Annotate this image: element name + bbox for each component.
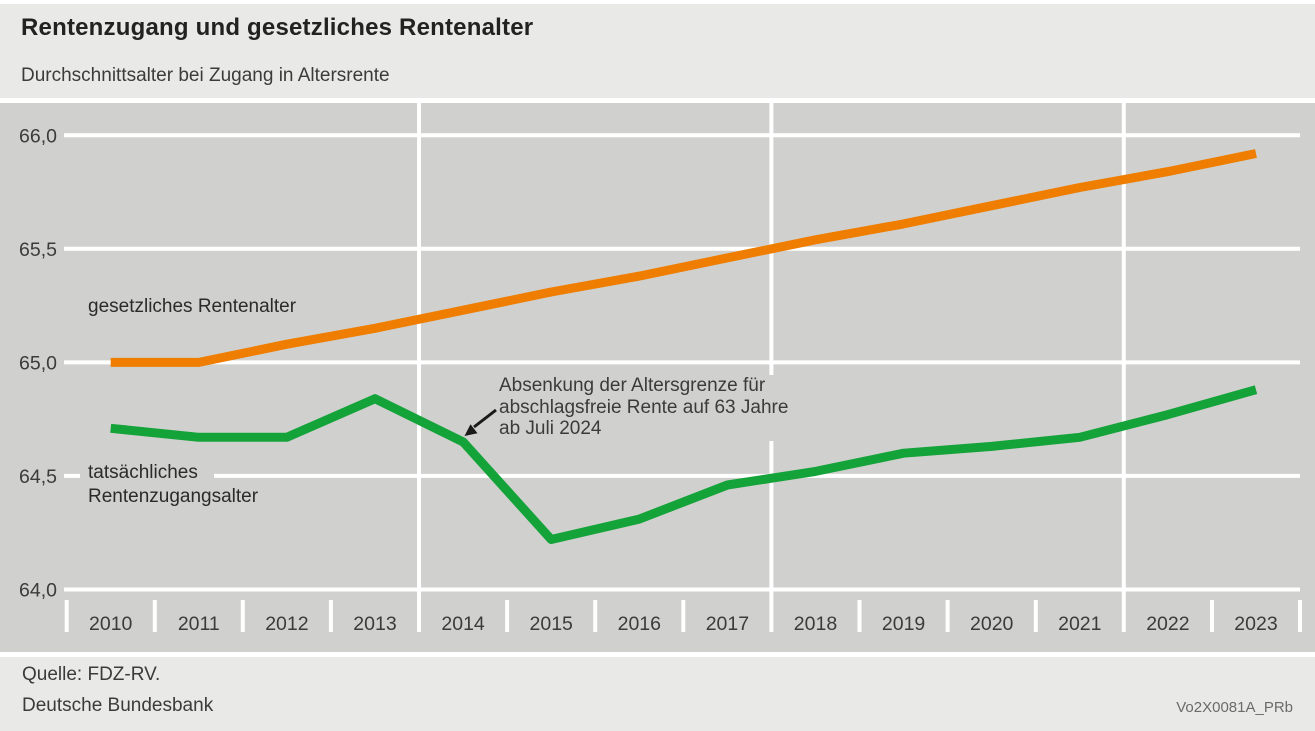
x-tick-label: 2018 [794,613,837,635]
x-tick-label: 2017 [706,613,749,635]
y-tick-label: 64,5 [19,466,57,488]
series-label-actual-retirement-age: tatsächliches Rentenzugangsalter [88,462,259,507]
x-tick-label: 2010 [89,613,133,635]
axis-labels: 66,0 65,5 65,0 64,5 64,0 2010 2011 2012 2013 2014… [19,125,1278,635]
x-tick-label: 2013 [353,613,396,635]
y-tick-label: 64,0 [19,580,57,602]
annotation-note: Absenkung der Altersgrenze für abschlags… [499,375,789,439]
x-tick-label: 2023 [1234,613,1277,635]
plot-area: 66,0 65,5 65,0 64,5 64,0 2010 2011 2012 2013 2014… [0,103,1315,652]
x-tick-label: 2011 [178,613,220,635]
y-tick-label: 66,0 [19,125,57,147]
x-tick-label: 2015 [530,613,574,635]
legal-retirement-age-line [110,149,1257,367]
plot-svg: 66,0 65,5 65,0 64,5 64,0 2010 2011 2012 2013 2014… [19,103,1302,635]
y-tick-label: 65,0 [19,352,57,374]
chart-header: Rentenzugang und gesetzliches Rentenalte… [0,4,1315,98]
x-tick-label: 2019 [882,613,925,635]
x-tick-label: 2020 [970,613,1014,635]
data-lines [110,149,1258,544]
chart-title: Rentenzugang und gesetzliches Rentenalte… [21,14,534,41]
x-tick-label: 2016 [618,613,661,635]
x-tick-label: 2021 [1058,613,1101,635]
x-tick-label: 2012 [265,613,308,635]
axis-ticks [64,600,1302,632]
publisher-text: Deutsche Bundesbank [22,695,214,716]
x-tick-label: 2014 [441,613,485,635]
y-tick-label: 65,5 [19,239,57,261]
annotation-arrow [464,408,497,436]
chart-footer: Quelle: FDZ-RV. Deutsche Bundesbank Vo2X… [0,657,1315,731]
figure-code: Vo2X0081A_PRb [1176,699,1293,716]
actual-retirement-age-line [110,385,1258,544]
source-text: Quelle: FDZ-RV. [22,664,161,685]
x-tick-label: 2022 [1146,613,1189,635]
chart-subtitle: Durchschnittsalter bei Zugang in Altersr… [21,65,390,86]
series-label-legal-retirement-age: gesetzliches Rentenalter [88,296,297,317]
